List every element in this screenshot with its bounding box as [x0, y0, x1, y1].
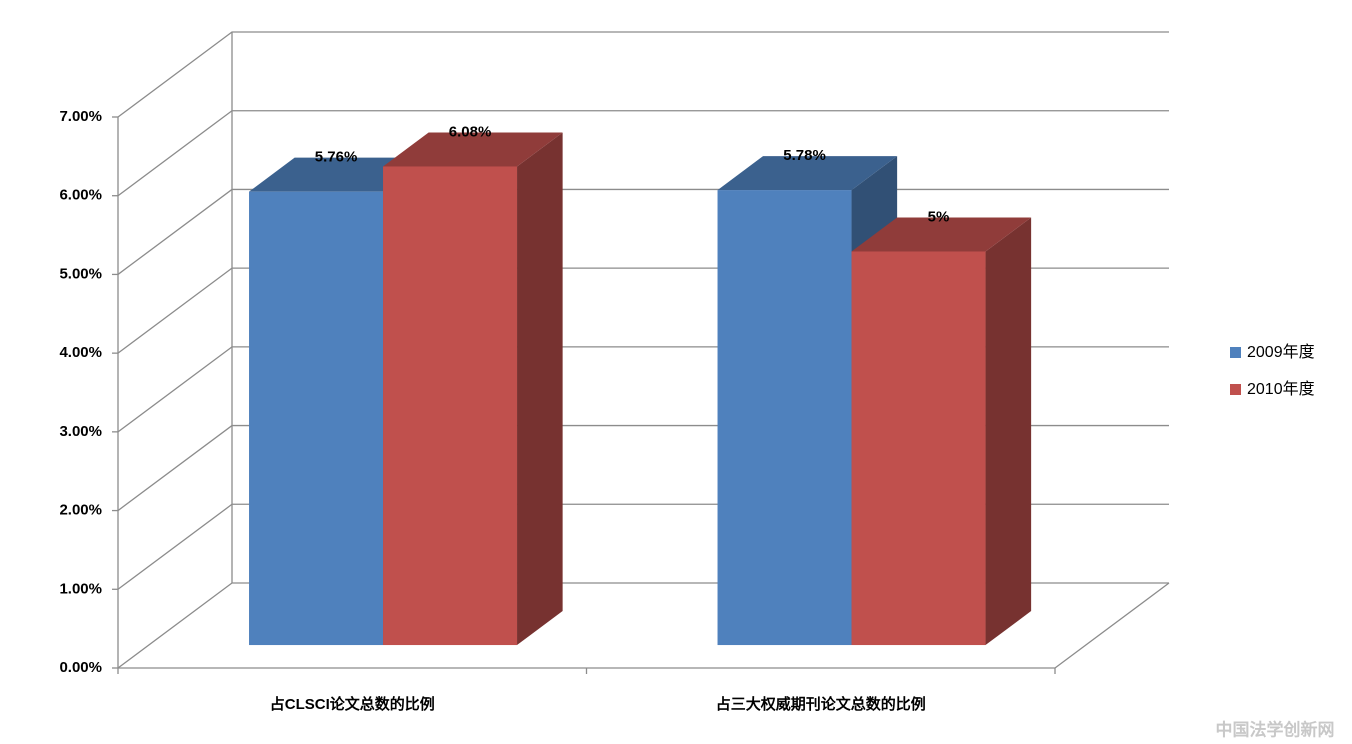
data-label: 5%: [928, 208, 950, 225]
data-label: 5.78%: [783, 147, 826, 164]
x-tick-label: 占CLSCI论文总数的比例: [270, 695, 435, 713]
bar-front: [717, 190, 852, 646]
watermark: 中国法学创新网: [1216, 719, 1335, 739]
bar: [383, 132, 563, 646]
y-tick-label: 7.00%: [59, 108, 102, 125]
y-tick-label: 2.00%: [59, 502, 102, 519]
y-tick-label: 4.00%: [59, 344, 102, 361]
y-tick-label: 3.00%: [59, 423, 102, 440]
y-tick-label: 6.00%: [59, 187, 102, 204]
bar: [851, 217, 1032, 646]
y-tick-label: 1.00%: [59, 580, 102, 597]
y-tick-label: 0.00%: [59, 659, 102, 676]
data-label: 6.08%: [449, 123, 492, 140]
legend-swatch: [1230, 384, 1241, 395]
data-label: 5.76%: [315, 149, 358, 166]
bar-top: [383, 132, 563, 167]
legend-label: 2009年度: [1247, 343, 1315, 361]
bar-side: [985, 217, 1032, 646]
bar-front: [851, 251, 986, 646]
bar-top: [717, 156, 898, 191]
grid-line: [117, 31, 1169, 118]
bar-front: [249, 191, 384, 646]
grid-line: [117, 110, 1169, 197]
y-tick-label: 5.00%: [59, 265, 102, 282]
bar-front: [383, 166, 518, 646]
legend-swatch: [1230, 347, 1241, 358]
bar-side: [517, 132, 563, 646]
x-tick-label: 占三大权威期刊论文总数的比例: [716, 695, 926, 713]
bar-top: [851, 217, 1032, 252]
legend-label: 2010年度: [1247, 380, 1315, 398]
